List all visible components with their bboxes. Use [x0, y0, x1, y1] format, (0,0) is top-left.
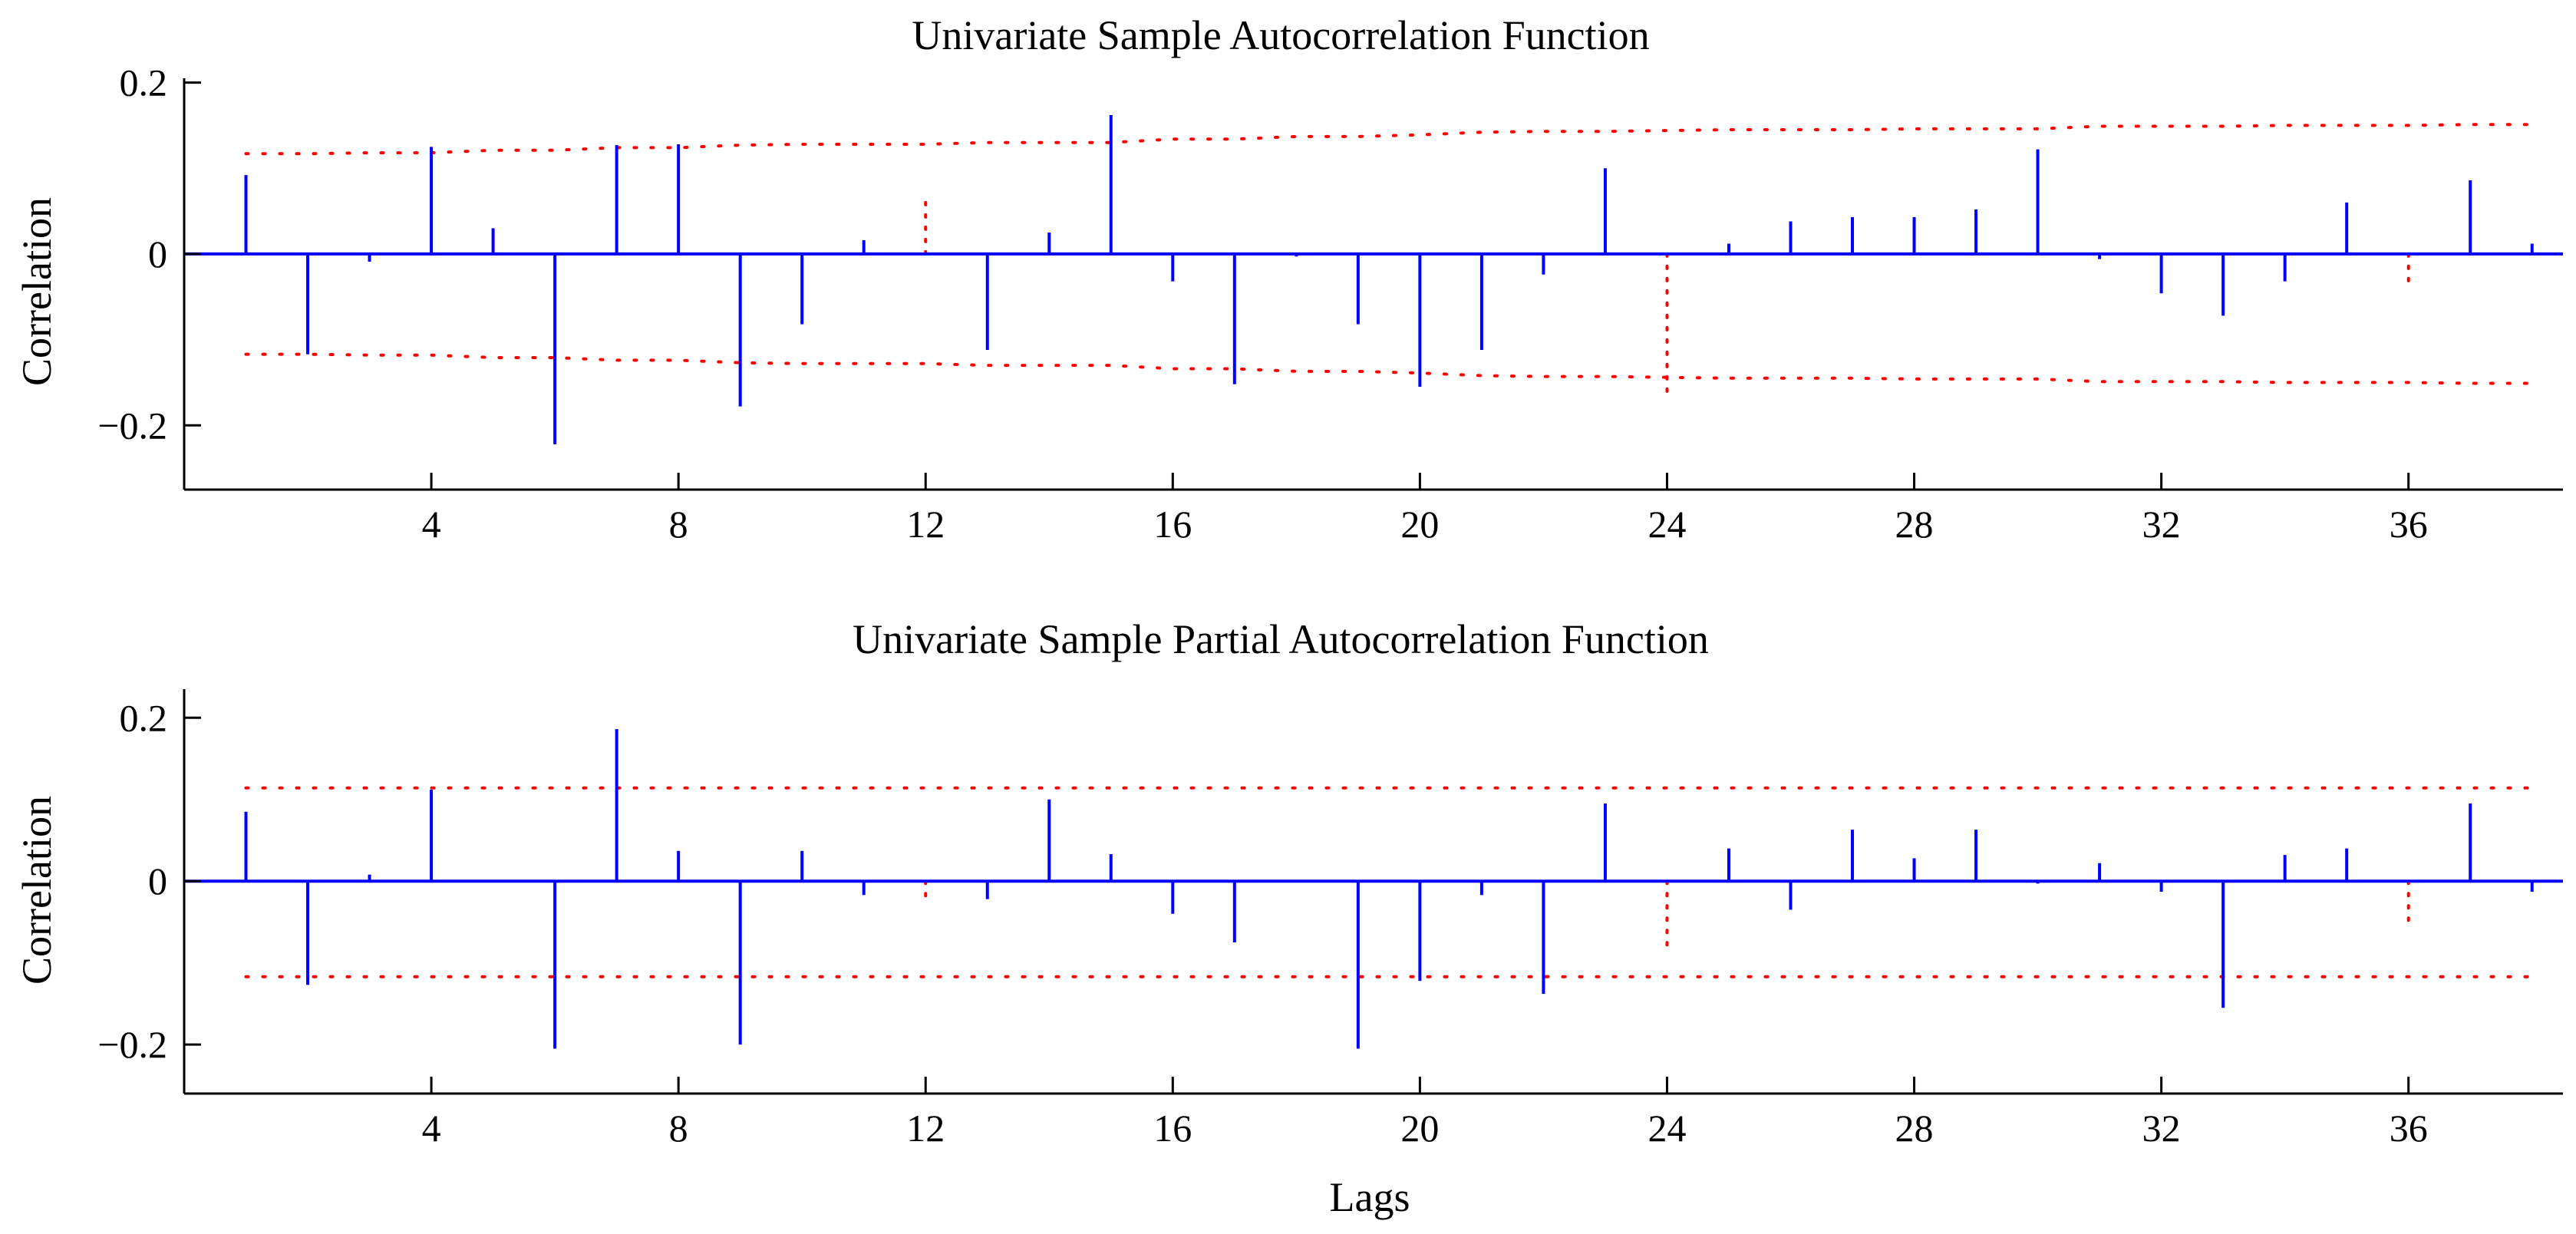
pacf-y-tick-label-0: 0.2 [120, 696, 168, 739]
acf-y-tick-label-0: 0.2 [120, 61, 168, 104]
pacf-x-tick-label-16: 16 [1153, 1107, 1192, 1150]
pacf-x-tick-label-36: 36 [2390, 1107, 2428, 1150]
pacf-stems [184, 729, 2563, 1049]
acf-panel: Univariate Sample Autocorrelation Functi… [14, 12, 2563, 546]
pacf-x-axis-label: Lags [1330, 1174, 1410, 1220]
pacf-y-tick-label-1: 0 [148, 860, 167, 902]
acf-extra-markers [924, 200, 2410, 398]
acf-x-tick-label-8: 8 [669, 503, 688, 546]
pacf-x-tick-label-8: 8 [669, 1107, 688, 1150]
acf-x-tick-label-36: 36 [2390, 503, 2428, 546]
acf-x-tick-label-20: 20 [1400, 503, 1439, 546]
acf-y-ticks: 0.2 0 −0.2 [97, 61, 201, 447]
pacf-panel: Univariate Sample Partial Autocorrelatio… [14, 616, 2563, 1220]
acf-x-tick-label-4: 4 [422, 503, 441, 546]
pacf-title: Univariate Sample Partial Autocorrelatio… [853, 616, 1709, 662]
pacf-x-tick-label-24: 24 [1648, 1107, 1686, 1150]
pacf-x-tick-label-28: 28 [1895, 1107, 1934, 1150]
acf-axes [183, 78, 2563, 491]
pacf-x-tick-label-32: 32 [2142, 1107, 2181, 1150]
pacf-x-tick-label-4: 4 [422, 1107, 441, 1150]
acf-y-tick-label-2: −0.2 [97, 404, 167, 447]
acf-y-axis-label: Correlation [14, 197, 60, 386]
acf-x-tick-label-28: 28 [1895, 503, 1934, 546]
pacf-y-axis-label: Correlation [14, 796, 60, 985]
pacf-y-tick-label-2: −0.2 [97, 1023, 167, 1066]
pacf-x-tick-label-20: 20 [1400, 1107, 1439, 1150]
pacf-x-tick-label-12: 12 [906, 1107, 945, 1150]
acf-x-tick-label-12: 12 [906, 503, 945, 546]
acf-x-tick-label-32: 32 [2142, 503, 2181, 546]
pacf-extra-markers [924, 879, 2410, 957]
pacf-x-ticks: 4 8 12 16 20 24 28 32 36 [422, 1077, 2428, 1150]
acf-title: Univariate Sample Autocorrelation Functi… [912, 12, 1649, 58]
acf-x-tick-label-24: 24 [1648, 503, 1686, 546]
pacf-axes [183, 689, 2563, 1095]
acf-x-tick-label-16: 16 [1153, 503, 1192, 546]
acf-stems [184, 115, 2563, 444]
acf-x-ticks: 4 8 12 16 20 24 28 32 36 [422, 473, 2428, 546]
pacf-y-ticks: 0.2 0 −0.2 [97, 696, 201, 1066]
acf-y-tick-label-1: 0 [148, 233, 167, 276]
